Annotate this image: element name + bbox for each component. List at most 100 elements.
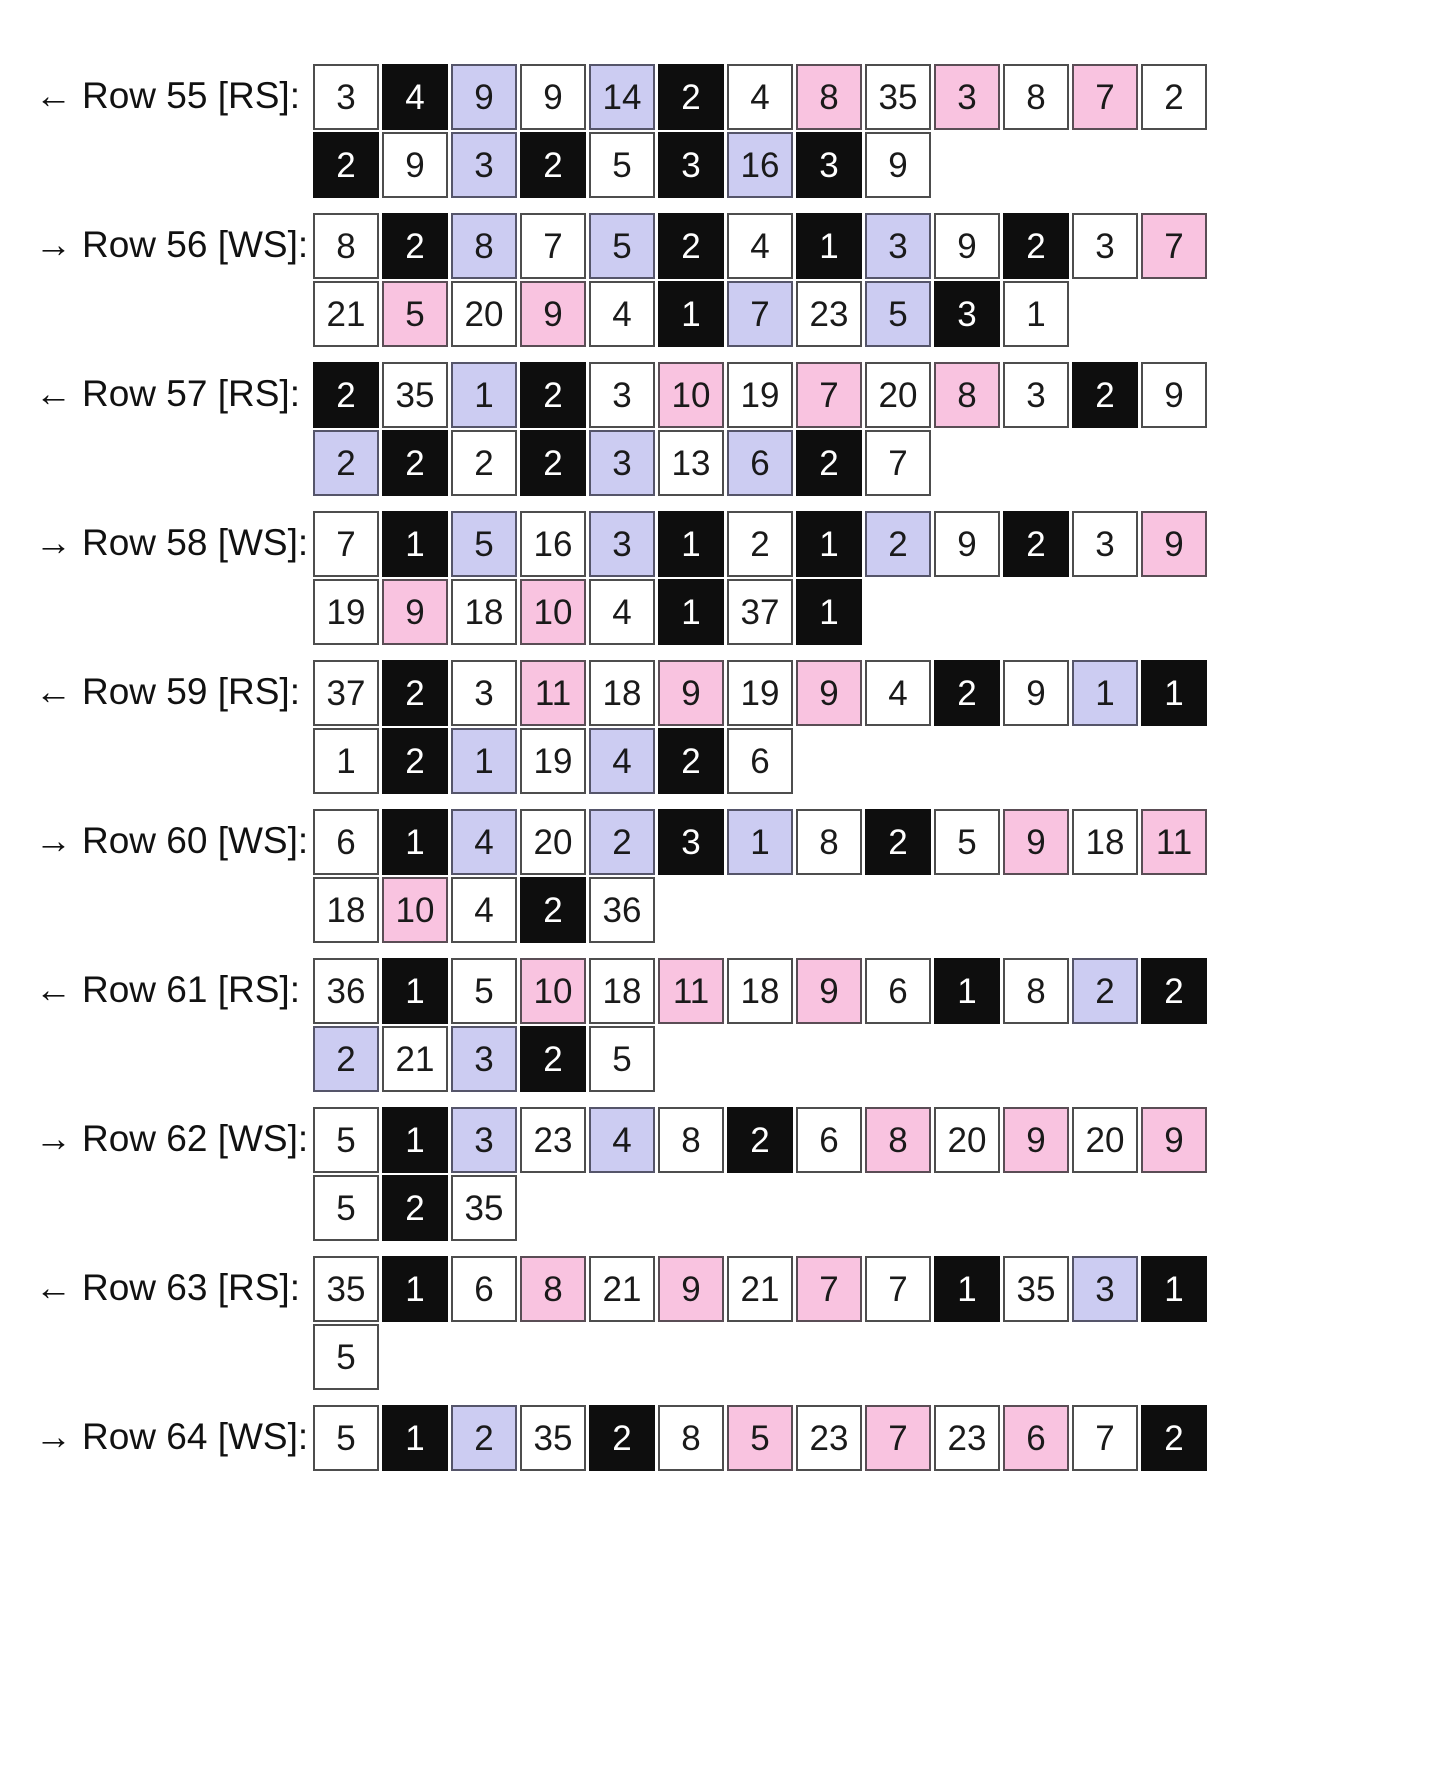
grid-cell: 2	[451, 1405, 517, 1471]
grid-cell: 1	[382, 958, 448, 1024]
grid-cell: 4	[451, 877, 517, 943]
grid-cell: 20	[1072, 1107, 1138, 1173]
grid-cell: 9	[796, 660, 862, 726]
grid-cell: 9	[658, 660, 724, 726]
grid-cell: 2	[313, 362, 379, 428]
grid-cell: 10	[520, 958, 586, 1024]
row-label-text: Row 55 [RS]:	[82, 75, 300, 116]
grid-cell: 3	[589, 430, 655, 496]
row-label: ← Row 55 [RS]:	[35, 64, 313, 130]
grid-cell: 18	[451, 579, 517, 645]
row-label-text: Row 58 [WS]:	[82, 522, 309, 563]
grid-cell: 1	[382, 1405, 448, 1471]
grid-cell: 2	[382, 1175, 448, 1241]
right-arrow-icon: →	[35, 820, 72, 861]
grid-cell: 2	[589, 1405, 655, 1471]
grid-cell: 8	[520, 1256, 586, 1322]
grid-cell: 1	[382, 1107, 448, 1173]
grid-cell: 2	[1072, 362, 1138, 428]
grid-cell: 16	[727, 132, 793, 198]
grid-cell: 20	[865, 362, 931, 428]
grid-cell: 11	[520, 660, 586, 726]
grid-cell: 4	[382, 64, 448, 130]
grid-cell: 5	[451, 958, 517, 1024]
grid-cell: 8	[796, 809, 862, 875]
grid-cell: 3	[451, 660, 517, 726]
row-cells: 3 4 9 9 14 2 4 8 35 3 8 7 2 2 9 3 2 5 3 16 3 9	[313, 64, 1210, 198]
grid-cell: 7	[796, 362, 862, 428]
grid-cell: 8	[934, 362, 1000, 428]
grid-cell: 3	[934, 64, 1000, 130]
row-label: → Row 58 [WS]:	[35, 511, 313, 577]
knitting-row-chart: ← Row 55 [RS]: 3 4 9 9 14 2 4 8 35 3 8 7 2 2 9 3 2 5 3 16 3 9 → R…	[35, 64, 1453, 1471]
grid-cell: 9	[382, 579, 448, 645]
grid-cell: 2	[658, 728, 724, 794]
chart-row-60: → Row 60 [WS]: 6 1 4 20 2 3 1 8 2 5 9 18 11 18 10 4 2 36	[35, 809, 1453, 943]
grid-cell: 3	[451, 132, 517, 198]
chart-row-59: ← Row 59 [RS]: 37 2 3 11 18 9 19 9 4 2 9 1 1 1 2 1 19 4 2 6	[35, 660, 1453, 794]
grid-cell: 5	[313, 1324, 379, 1390]
grid-cell: 1	[313, 728, 379, 794]
grid-cell: 1	[451, 728, 517, 794]
grid-cell: 2	[451, 430, 517, 496]
grid-cell: 1	[1141, 1256, 1207, 1322]
grid-cell: 2	[520, 430, 586, 496]
grid-cell: 21	[589, 1256, 655, 1322]
grid-cell: 3	[1003, 362, 1069, 428]
grid-cell: 4	[589, 281, 655, 347]
grid-cell: 2	[520, 1026, 586, 1092]
row-cells: 35 1 6 8 21 9 21 7 7 1 35 3 1 5	[313, 1256, 1210, 1390]
grid-cell: 2	[1003, 213, 1069, 279]
right-arrow-icon: →	[35, 1416, 72, 1457]
grid-cell: 1	[658, 281, 724, 347]
grid-cell: 2	[1141, 64, 1207, 130]
grid-cell: 9	[1003, 809, 1069, 875]
row-cells: 37 2 3 11 18 9 19 9 4 2 9 1 1 1 2 1 19 4 2 6	[313, 660, 1210, 794]
grid-cell: 2	[520, 132, 586, 198]
grid-cell: 8	[313, 213, 379, 279]
grid-cell: 2	[382, 430, 448, 496]
grid-cell: 3	[451, 1026, 517, 1092]
grid-cell: 9	[1003, 1107, 1069, 1173]
grid-cell: 5	[451, 511, 517, 577]
grid-cell: 19	[727, 660, 793, 726]
chart-row-58: → Row 58 [WS]: 7 1 5 16 3 1 2 1 2 9 2 3 9 19 9 18 10 4 1 37 1	[35, 511, 1453, 645]
grid-cell: 5	[313, 1107, 379, 1173]
grid-cell: 5	[589, 132, 655, 198]
grid-cell: 2	[796, 430, 862, 496]
grid-cell: 5	[589, 1026, 655, 1092]
grid-cell: 16	[520, 511, 586, 577]
grid-cell: 20	[451, 281, 517, 347]
grid-cell: 2	[1141, 1405, 1207, 1471]
grid-cell: 23	[796, 281, 862, 347]
right-arrow-icon: →	[35, 522, 72, 563]
grid-cell: 36	[313, 958, 379, 1024]
row-cells: 6 1 4 20 2 3 1 8 2 5 9 18 11 18 10 4 2 36	[313, 809, 1210, 943]
grid-cell: 2	[589, 809, 655, 875]
grid-cell: 2	[727, 1107, 793, 1173]
grid-cell: 1	[796, 213, 862, 279]
grid-cell: 21	[382, 1026, 448, 1092]
grid-cell: 3	[589, 362, 655, 428]
row-label-text: Row 59 [RS]:	[82, 671, 300, 712]
row-label-text: Row 60 [WS]:	[82, 820, 309, 861]
grid-cell: 21	[727, 1256, 793, 1322]
grid-cell: 8	[451, 213, 517, 279]
grid-cell: 4	[727, 64, 793, 130]
grid-cell: 2	[1072, 958, 1138, 1024]
grid-cell: 9	[865, 132, 931, 198]
grid-cell: 3	[1072, 213, 1138, 279]
grid-cell: 2	[382, 213, 448, 279]
grid-cell: 9	[796, 958, 862, 1024]
left-arrow-icon: ←	[35, 75, 72, 116]
grid-cell: 7	[865, 1256, 931, 1322]
grid-cell: 2	[934, 660, 1000, 726]
grid-cell: 19	[313, 579, 379, 645]
grid-cell: 1	[727, 809, 793, 875]
grid-cell: 9	[1003, 660, 1069, 726]
grid-cell: 2	[313, 430, 379, 496]
grid-cell: 6	[313, 809, 379, 875]
grid-cell: 7	[865, 430, 931, 496]
grid-cell: 18	[589, 660, 655, 726]
grid-cell: 2	[658, 213, 724, 279]
